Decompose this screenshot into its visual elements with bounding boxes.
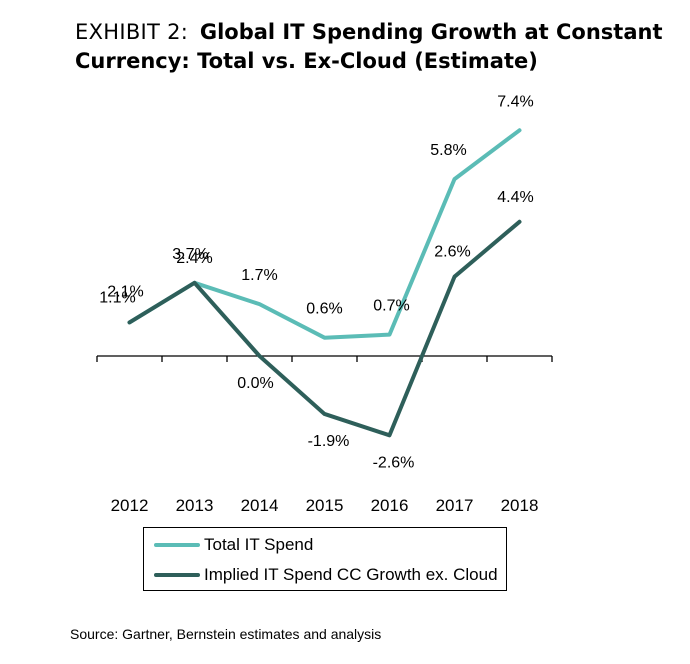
title-line-2: Currency: Total vs. Ex-Cloud (Estimate) bbox=[75, 49, 538, 73]
x-tick-label-2015: 2015 bbox=[306, 496, 344, 515]
x-tick-label-2013: 2013 bbox=[176, 496, 214, 515]
legend-swatch-total bbox=[154, 543, 200, 547]
data-label-ex-cloud-2014: 0.0% bbox=[237, 375, 273, 392]
legend-item-ex-cloud: Implied IT Spend CC Growth ex. Cloud bbox=[154, 562, 498, 588]
data-label-total-2017: 5.8% bbox=[430, 142, 466, 159]
data-label-total-2013: 3.7% bbox=[172, 246, 208, 263]
legend-label-total: Total IT Spend bbox=[204, 535, 314, 554]
data-label-total-2018: 7.4% bbox=[497, 93, 533, 110]
data-label-ex-cloud-2018: 4.4% bbox=[497, 189, 533, 206]
data-label-total-2015: 0.6% bbox=[306, 301, 342, 318]
data-label-total-2016: 0.7% bbox=[373, 298, 409, 315]
x-tick-label-2016: 2016 bbox=[371, 496, 409, 515]
data-label-ex-cloud-2016: -2.6% bbox=[373, 454, 415, 471]
data-label-ex-cloud-2017: 2.6% bbox=[434, 244, 470, 261]
title-line-1: Global IT Spending Growth at Constant bbox=[199, 20, 663, 44]
x-tick-label-2018: 2018 bbox=[501, 496, 539, 515]
exhibit-label: EXHIBIT 2: bbox=[75, 20, 189, 44]
chart-legend: Total IT Spend Implied IT Spend CC Growt… bbox=[143, 527, 507, 591]
data-label-ex-cloud-2012: 1.1% bbox=[99, 289, 135, 306]
data-label-ex-cloud-2013: 2.4% bbox=[176, 250, 212, 267]
data-label-total-2014: 1.7% bbox=[241, 267, 277, 284]
legend-swatch-ex-cloud bbox=[154, 573, 200, 577]
x-tick-label-2017: 2017 bbox=[436, 496, 474, 515]
data-label-total-2012: 2.1% bbox=[107, 283, 143, 300]
source-note: Source: Gartner, Bernstein estimates and… bbox=[70, 626, 382, 642]
legend-item-total: Total IT Spend bbox=[154, 532, 313, 558]
series-line-ex-cloud bbox=[127, 219, 522, 438]
chart-title: EXHIBIT 2: Global IT Spending Growth at … bbox=[75, 18, 675, 76]
legend-label-ex-cloud: Implied IT Spend CC Growth ex. Cloud bbox=[204, 565, 498, 584]
x-tick-label-2014: 2014 bbox=[241, 496, 279, 515]
x-tick-label-2012: 2012 bbox=[111, 496, 149, 515]
data-label-ex-cloud-2015: -1.9% bbox=[308, 433, 350, 450]
